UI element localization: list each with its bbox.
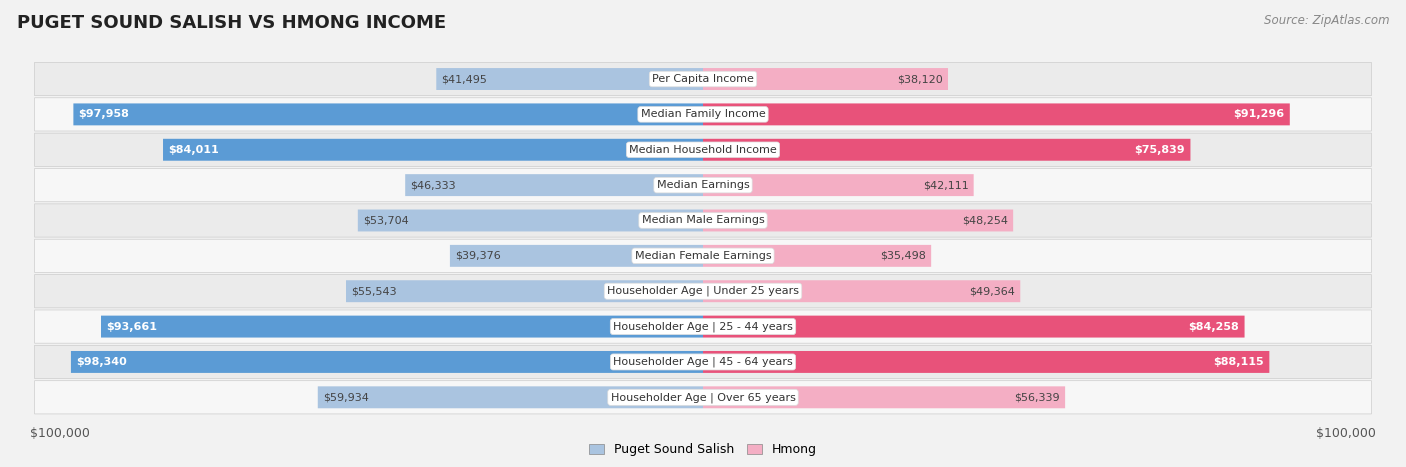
FancyBboxPatch shape [35, 275, 1371, 308]
FancyBboxPatch shape [703, 280, 1021, 302]
FancyBboxPatch shape [35, 381, 1371, 414]
FancyBboxPatch shape [35, 133, 1371, 166]
FancyBboxPatch shape [101, 316, 703, 338]
Text: $93,661: $93,661 [105, 322, 157, 332]
FancyBboxPatch shape [450, 245, 703, 267]
FancyBboxPatch shape [70, 351, 703, 373]
Text: $39,376: $39,376 [456, 251, 501, 261]
Text: $97,958: $97,958 [79, 109, 129, 120]
FancyBboxPatch shape [703, 386, 1066, 408]
Text: $98,340: $98,340 [76, 357, 127, 367]
FancyBboxPatch shape [73, 103, 703, 125]
Text: Median Male Earnings: Median Male Earnings [641, 215, 765, 226]
Text: $55,543: $55,543 [352, 286, 396, 296]
Text: $84,011: $84,011 [169, 145, 219, 155]
FancyBboxPatch shape [703, 139, 1191, 161]
Text: $88,115: $88,115 [1213, 357, 1264, 367]
FancyBboxPatch shape [703, 103, 1289, 125]
FancyBboxPatch shape [35, 239, 1371, 272]
FancyBboxPatch shape [35, 204, 1371, 237]
FancyBboxPatch shape [163, 139, 703, 161]
Legend: Puget Sound Salish, Hmong: Puget Sound Salish, Hmong [583, 439, 823, 461]
FancyBboxPatch shape [35, 310, 1371, 343]
FancyBboxPatch shape [703, 174, 974, 196]
FancyBboxPatch shape [703, 245, 931, 267]
FancyBboxPatch shape [405, 174, 703, 196]
Text: Median Earnings: Median Earnings [657, 180, 749, 190]
Text: Householder Age | 25 - 44 years: Householder Age | 25 - 44 years [613, 321, 793, 332]
FancyBboxPatch shape [703, 316, 1244, 338]
Text: PUGET SOUND SALISH VS HMONG INCOME: PUGET SOUND SALISH VS HMONG INCOME [17, 14, 446, 32]
Text: $46,333: $46,333 [411, 180, 456, 190]
Text: $35,498: $35,498 [880, 251, 927, 261]
FancyBboxPatch shape [35, 345, 1371, 379]
Text: $84,258: $84,258 [1188, 322, 1240, 332]
FancyBboxPatch shape [436, 68, 703, 90]
Text: $91,296: $91,296 [1233, 109, 1285, 120]
FancyBboxPatch shape [703, 351, 1270, 373]
Text: $42,111: $42,111 [922, 180, 969, 190]
Text: $48,254: $48,254 [962, 215, 1008, 226]
Text: Median Family Income: Median Family Income [641, 109, 765, 120]
Text: Householder Age | 45 - 64 years: Householder Age | 45 - 64 years [613, 357, 793, 367]
Text: $49,364: $49,364 [969, 286, 1015, 296]
FancyBboxPatch shape [35, 169, 1371, 202]
Text: Householder Age | Over 65 years: Householder Age | Over 65 years [610, 392, 796, 403]
Text: Median Household Income: Median Household Income [628, 145, 778, 155]
FancyBboxPatch shape [703, 210, 1014, 232]
Text: $38,120: $38,120 [897, 74, 943, 84]
FancyBboxPatch shape [318, 386, 703, 408]
FancyBboxPatch shape [357, 210, 703, 232]
FancyBboxPatch shape [346, 280, 703, 302]
FancyBboxPatch shape [703, 68, 948, 90]
Text: Source: ZipAtlas.com: Source: ZipAtlas.com [1264, 14, 1389, 27]
Text: Per Capita Income: Per Capita Income [652, 74, 754, 84]
Text: $59,934: $59,934 [323, 392, 368, 402]
Text: Householder Age | Under 25 years: Householder Age | Under 25 years [607, 286, 799, 297]
Text: $75,839: $75,839 [1135, 145, 1185, 155]
Text: $56,339: $56,339 [1014, 392, 1060, 402]
Text: Median Female Earnings: Median Female Earnings [634, 251, 772, 261]
Text: $53,704: $53,704 [363, 215, 409, 226]
FancyBboxPatch shape [35, 63, 1371, 96]
FancyBboxPatch shape [35, 98, 1371, 131]
Text: $41,495: $41,495 [441, 74, 488, 84]
